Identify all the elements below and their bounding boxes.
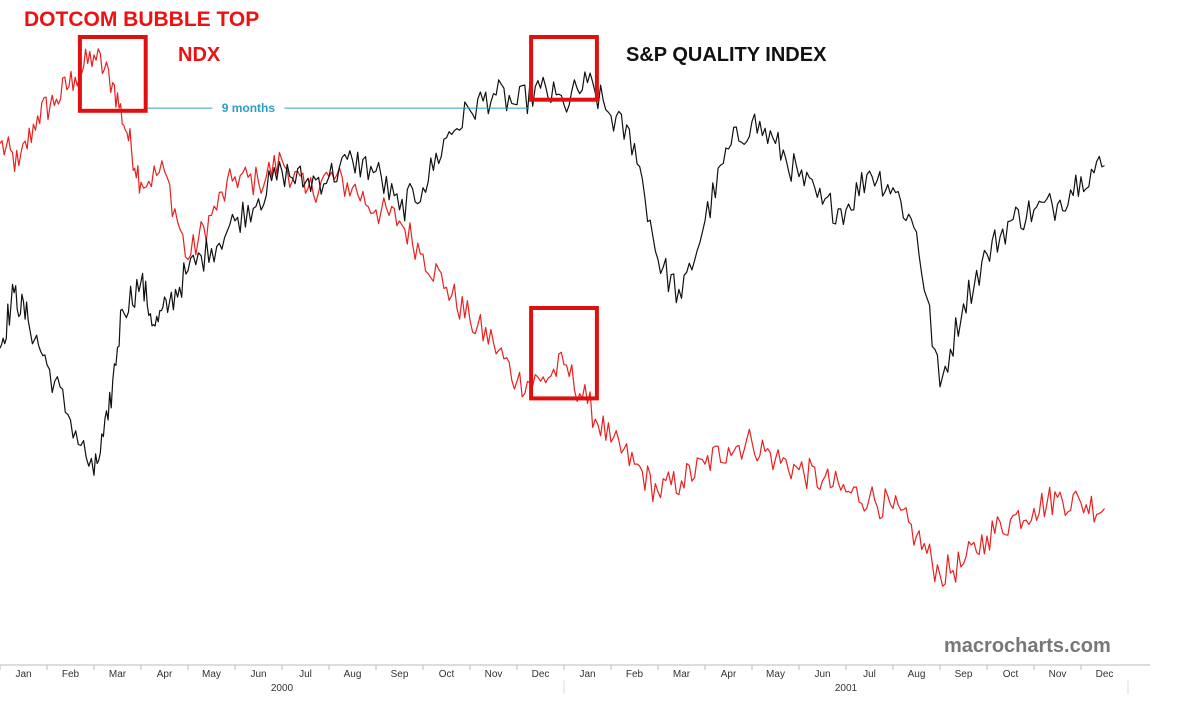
series-layer (0, 48, 1105, 587)
lag-annotation: 9 months (147, 100, 530, 117)
x-tick-label: Nov (485, 669, 503, 680)
x-tick-label: Sep (955, 669, 973, 680)
highlight-layer (77, 35, 599, 401)
watermark: macrocharts.com (944, 635, 1111, 657)
year-label: 2000 (271, 683, 294, 694)
x-tick-label: Jun (814, 669, 830, 680)
highlight-box-2 (529, 35, 599, 102)
x-tick-label: Nov (1049, 669, 1067, 680)
ndx-line (0, 48, 1105, 587)
x-tick-label: Mar (673, 669, 691, 680)
highlight-box-1 (77, 35, 148, 113)
x-tick-label: Jan (579, 669, 595, 680)
x-tick-label: May (202, 669, 221, 680)
quality-line (0, 71, 1105, 476)
x-tick-label: Jul (863, 669, 876, 680)
x-tick-label: Mar (109, 669, 127, 680)
highlight-box-3 (529, 306, 599, 401)
quality-series-label: S&P QUALITY INDEX (626, 44, 827, 66)
ndx-series-label: NDX (178, 44, 221, 66)
x-tick-label: Sep (391, 669, 409, 680)
x-tick-label: Jun (250, 669, 266, 680)
x-tick-label: Apr (721, 669, 737, 680)
lag-label-background (212, 100, 285, 117)
x-tick-label: Aug (908, 669, 926, 680)
x-tick-label: Feb (62, 669, 80, 680)
lag-label: 9 months (222, 101, 276, 115)
x-tick-label: May (766, 669, 785, 680)
x-tick-label: Oct (1003, 669, 1019, 680)
x-tick-label: Jan (15, 669, 31, 680)
x-tick-label: Feb (626, 669, 644, 680)
headline: DOTCOM BUBBLE TOP (24, 8, 260, 31)
x-tick-label: Aug (344, 669, 362, 680)
x-tick-label: Jul (299, 669, 312, 680)
x-tick-label: Oct (439, 669, 455, 680)
x-tick-label: Apr (157, 669, 173, 680)
x-tick-label: Dec (532, 669, 550, 680)
x-axis: Jan Feb Mar Apr May Jun Jul Aug Sep Oct Nov Dec Jan F… (0, 664, 1150, 694)
year-label: 2001 (835, 683, 858, 694)
x-tick-label: Dec (1096, 669, 1114, 680)
